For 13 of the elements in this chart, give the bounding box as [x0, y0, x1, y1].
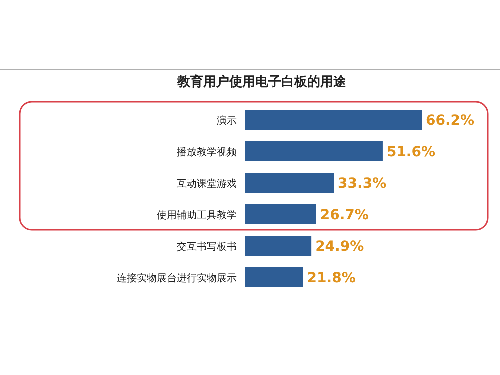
y-tick-label: 连接实物展台进行实物展示	[117, 272, 237, 284]
y-tick-label: 演示	[217, 115, 237, 127]
data-label: 66.2%	[426, 113, 475, 129]
chart-title: 教育用户使用电子白板的用途	[176, 74, 348, 90]
y-tick-label: 交互书写板书	[177, 241, 237, 253]
data-label: 21.8%	[307, 270, 356, 286]
data-label: 26.7%	[320, 208, 369, 224]
y-tick-label: 使用辅助工具教学	[157, 210, 237, 222]
y-tick-label: 播放教学视频	[177, 146, 237, 158]
data-label: 33.3%	[338, 176, 387, 192]
data-label: 51.6%	[386, 144, 436, 160]
data-label: 24.9%	[316, 239, 364, 255]
y-tick-label: 互动课堂游戏	[177, 178, 237, 190]
